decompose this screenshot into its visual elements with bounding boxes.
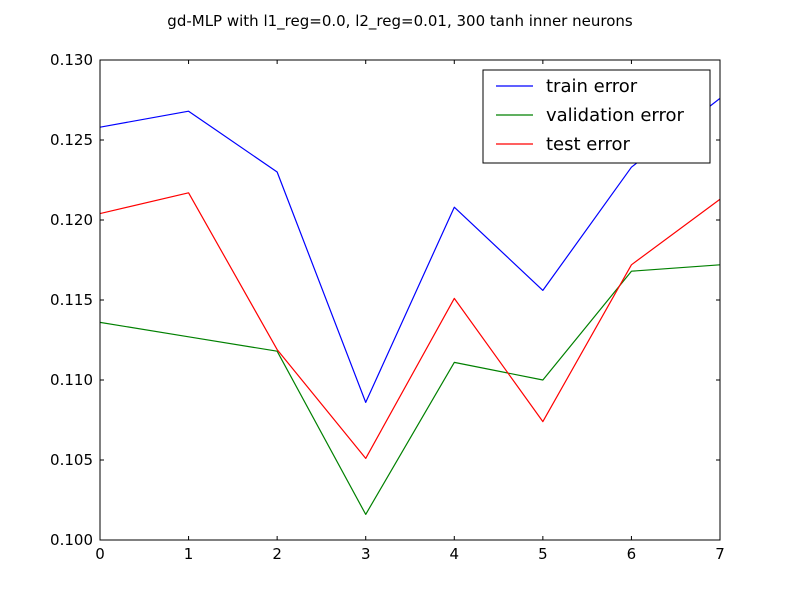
legend-label: train error: [546, 76, 638, 97]
series-line-test-error: [100, 192, 720, 459]
y-tick-label: 0.125: [50, 131, 93, 149]
y-tick-label: 0.100: [50, 531, 93, 549]
y-tick-label: 0.105: [50, 451, 93, 469]
y-tick-label: 0.110: [50, 371, 93, 389]
y-tick-label: 0.120: [50, 211, 93, 229]
legend: train error validation error test error: [482, 69, 711, 164]
x-tick-label: 1: [184, 545, 194, 563]
x-tick-label: 4: [450, 545, 460, 563]
x-tick-label: 3: [361, 545, 371, 563]
series-layer: [100, 97, 720, 516]
series-line-validation-error: [100, 264, 720, 516]
y-tick-label: 0.115: [50, 291, 93, 309]
legend-label: test error: [546, 134, 630, 155]
axes-layer: 0 1 2 3 4 5 6 7 0.100 0.105 0.110 0.115 0.120 0.125 0.…: [50, 51, 725, 563]
legend-label: validation error: [546, 105, 685, 126]
series-line-train-error: [100, 97, 720, 403]
x-tick-label: 2: [272, 545, 282, 563]
chart-title: gd-MLP with l1_reg=0.0, l2_reg=0.01, 300…: [167, 12, 633, 31]
x-tick-label: 6: [627, 545, 637, 563]
x-tick-label: 0: [95, 545, 105, 563]
x-tick-label: 7: [715, 545, 725, 563]
x-tick-label: 5: [538, 545, 548, 563]
y-tick-label: 0.130: [50, 51, 93, 69]
